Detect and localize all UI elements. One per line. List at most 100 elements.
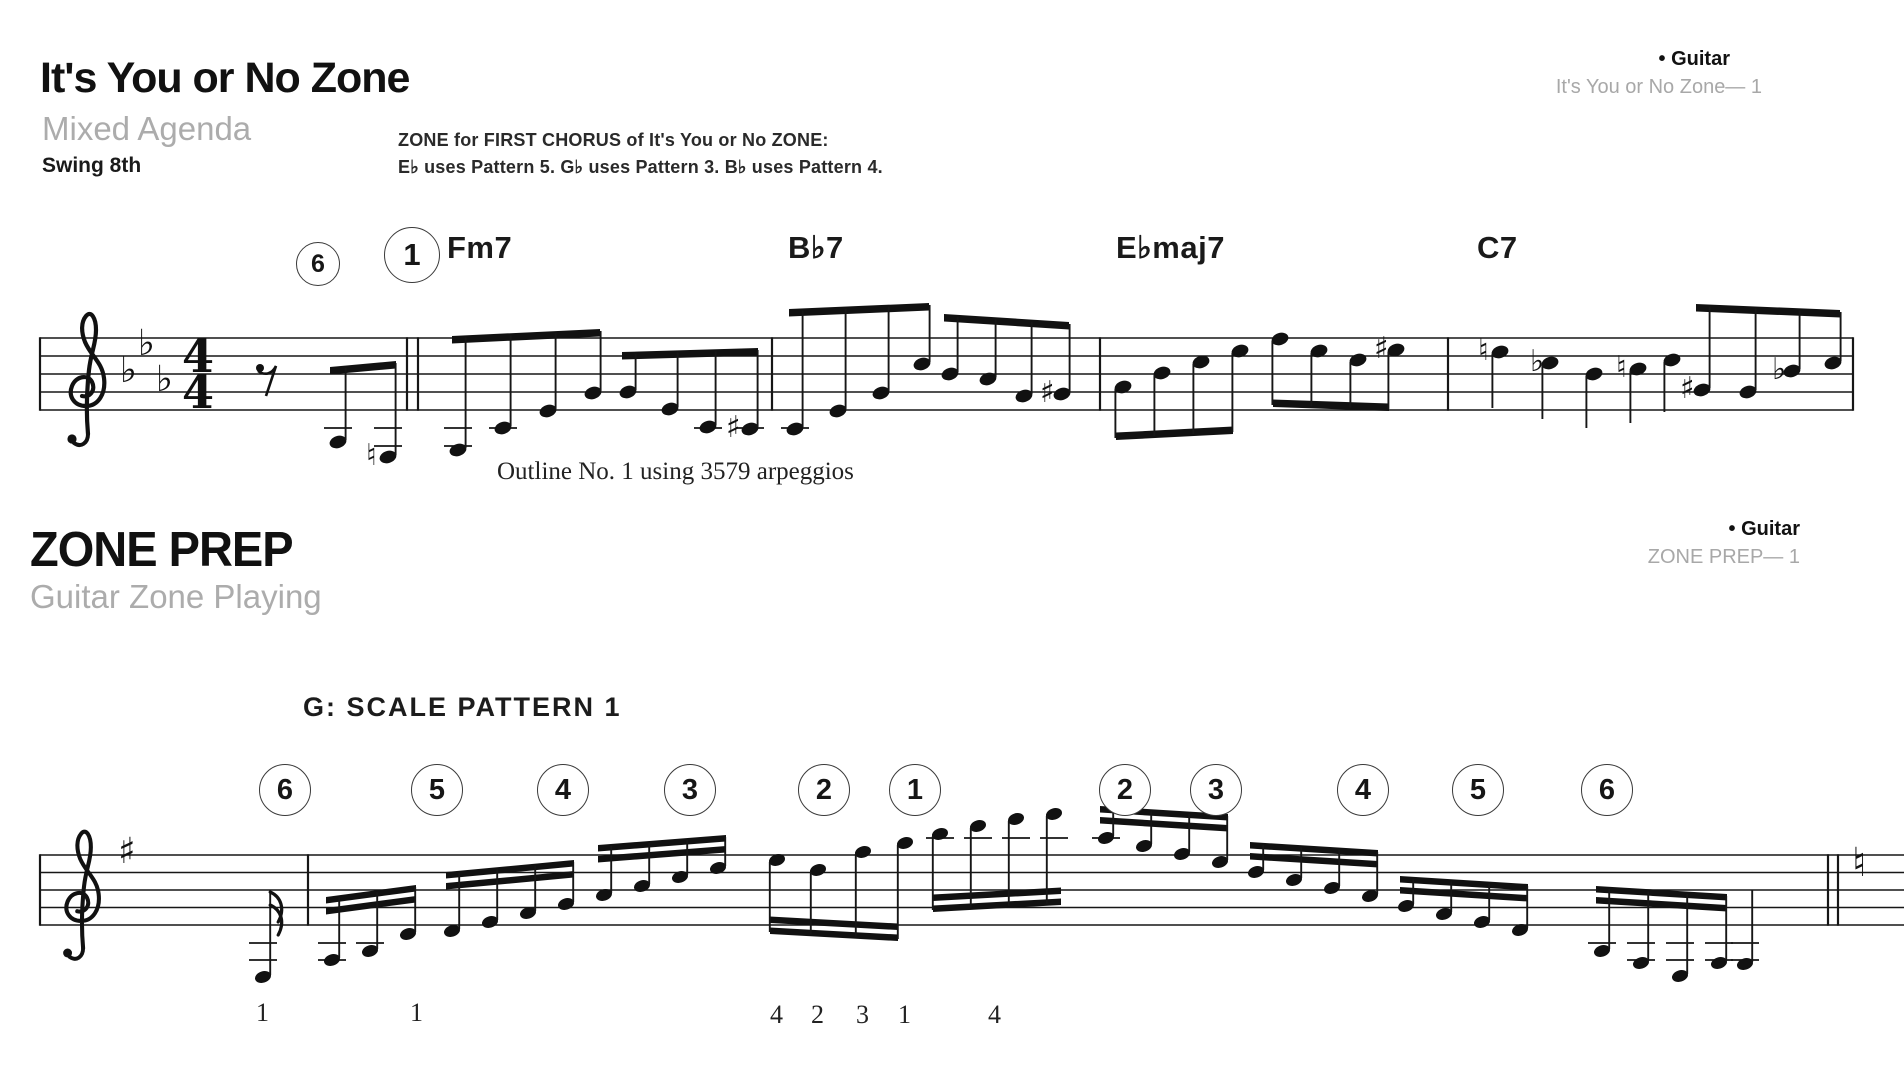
notehead (1398, 900, 1414, 912)
notehead (1693, 383, 1711, 397)
beam (789, 303, 929, 317)
accidental-flat: ♭ (1772, 352, 1786, 387)
notehead (872, 386, 890, 400)
notehead (786, 422, 804, 436)
notehead (1008, 813, 1024, 825)
notehead (741, 422, 759, 436)
zone-annotation-line1: ZONE for FIRST CHORUS of It's You or No … (398, 130, 829, 150)
zone-number-marker: 5 (411, 764, 463, 816)
notehead (1541, 356, 1559, 370)
finger-number: 3 (856, 1000, 869, 1029)
notehead (558, 898, 574, 910)
section2-subtitle: Guitar Zone Playing (30, 578, 322, 615)
zone-number-marker: 1 (384, 227, 440, 283)
finger-number: 4 (988, 1000, 1001, 1029)
tempo-marking: Swing 8th (42, 154, 142, 177)
notehead (1310, 344, 1328, 358)
notehead (1474, 916, 1490, 928)
notehead (1046, 808, 1062, 820)
zone-number-marker: 6 (1581, 764, 1633, 816)
notehead (329, 435, 347, 449)
scale-pattern-label: G: SCALE PATTERN 1 (303, 692, 622, 722)
notehead (1436, 908, 1452, 920)
notehead (482, 916, 498, 928)
zone-number-marker: 3 (1190, 764, 1242, 816)
finger-number: 1 (256, 998, 269, 1027)
chord-symbol: B♭7 (788, 230, 844, 265)
beam (933, 898, 1061, 912)
key-signature-accidental: ♭ (156, 359, 173, 400)
accidental-sharp: ♯ (1374, 331, 1389, 366)
accidental-flat: ♭ (1530, 344, 1544, 379)
notehead (619, 385, 637, 399)
key-signature-accidental: ♯ (118, 831, 135, 872)
zone-number-marker: 6 (296, 242, 340, 286)
page-label-2: ZONE PREP— 1 (1647, 546, 1800, 568)
notehead (444, 925, 460, 937)
notehead (1231, 344, 1249, 358)
key-signature-accidental: ♭ (138, 323, 155, 364)
notehead (1271, 332, 1289, 346)
zone-number-marker: 4 (1337, 764, 1389, 816)
eighth-rest (256, 364, 264, 372)
part-label-2: • Guitar (1728, 518, 1800, 540)
notehead (1248, 866, 1264, 878)
zone-number-marker: 3 (664, 764, 716, 816)
note-flag (268, 890, 284, 924)
notehead (1783, 364, 1801, 378)
beam (326, 896, 416, 915)
zone-number-marker: 1 (889, 764, 941, 816)
notehead (769, 854, 785, 866)
zone-number-marker: 6 (259, 764, 311, 816)
chord-symbol: E♭maj7 (1116, 230, 1225, 265)
notehead (1663, 353, 1681, 367)
time-signature-lower: 4 (182, 365, 214, 419)
beam (770, 927, 898, 941)
accidental-sharp: ♯ (726, 410, 741, 445)
piece-title: It's You or No Zone (40, 54, 410, 102)
beam (452, 329, 600, 344)
notehead (979, 372, 997, 386)
accidental-natural: ♮ (366, 438, 377, 473)
notehead (1192, 355, 1210, 369)
notehead (1711, 957, 1727, 969)
notehead (661, 402, 679, 416)
beam (1596, 897, 1727, 912)
notehead (539, 404, 557, 418)
finger-number: 4 (770, 1000, 783, 1029)
treble-clef-icon (63, 829, 101, 961)
notehead (1212, 856, 1228, 868)
beam (1696, 304, 1840, 318)
key-signature-accidental: ♭ (120, 350, 137, 391)
notehead (1286, 874, 1302, 886)
beam (446, 860, 574, 879)
note-flag (268, 903, 284, 937)
notehead (932, 828, 948, 840)
beam (1596, 886, 1727, 901)
notehead (634, 880, 650, 892)
notehead (699, 420, 717, 434)
notehead (672, 871, 688, 883)
notehead (584, 386, 602, 400)
beam (1400, 876, 1528, 891)
beam (933, 887, 1061, 901)
notehead (1349, 353, 1367, 367)
notehead (400, 928, 416, 940)
section2-title: ZONE PREP (30, 521, 294, 577)
notehead (1629, 362, 1647, 376)
trailing-natural-sign: ♮ (1852, 840, 1866, 886)
notehead (897, 837, 913, 849)
notehead (1015, 389, 1033, 403)
notehead (324, 954, 340, 966)
time-signature-upper: 4 (182, 329, 214, 383)
notehead (1387, 343, 1405, 357)
notehead (494, 421, 512, 435)
beam (326, 885, 416, 904)
finger-number: 2 (811, 1000, 824, 1029)
zone-number-marker: 5 (1452, 764, 1504, 816)
beam (1250, 853, 1378, 868)
notehead (379, 450, 397, 464)
notehead (1362, 890, 1378, 902)
notehead (1672, 970, 1688, 982)
